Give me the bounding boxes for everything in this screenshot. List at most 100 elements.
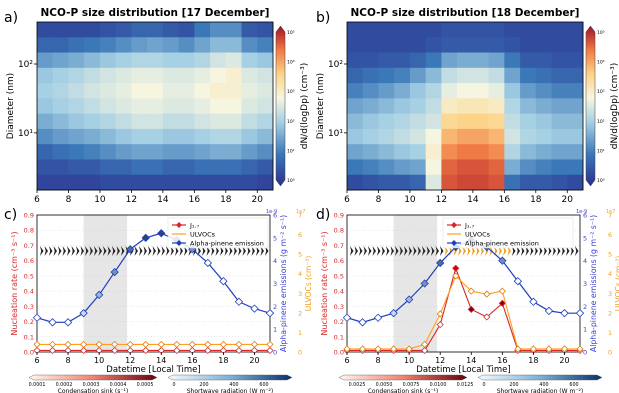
y3-tick-label: 0	[608, 349, 612, 357]
heatmap-cell	[457, 174, 474, 191]
condensation-colorbar	[338, 374, 468, 381]
plot-frame	[346, 21, 584, 191]
heatmap-cell	[225, 22, 242, 38]
radiation-label: Shortwave radiation (W m⁻²)	[187, 388, 273, 393]
heatmap-cell	[99, 174, 117, 191]
series-point	[142, 346, 150, 355]
wind-arrow	[435, 246, 439, 256]
panel-label: b)	[316, 10, 330, 26]
heatmap-cell	[362, 144, 379, 160]
heatmap-cell	[362, 159, 379, 176]
heatmap-cell	[37, 159, 54, 176]
heatmap-cell	[68, 174, 85, 191]
series-point	[80, 340, 88, 348]
heatmap-cell	[567, 52, 584, 69]
y3-tick-label: 6	[298, 231, 302, 239]
heatmap-cell	[362, 37, 379, 53]
heatmap-cell	[378, 52, 395, 69]
heatmap-cell	[131, 159, 148, 176]
heatmap-cell	[535, 98, 552, 115]
series-point	[203, 258, 213, 268]
y2-tick-label: 2	[583, 303, 587, 311]
heatmap-cell	[37, 128, 54, 145]
heatmap-cell	[551, 83, 568, 99]
heatmap-cell	[520, 144, 537, 160]
series-point	[266, 346, 274, 355]
series-point	[452, 264, 460, 272]
wind-arrow	[462, 246, 466, 256]
condensation-label: Condensation sink (s⁻¹)	[58, 388, 129, 393]
wind-arrow	[44, 246, 48, 256]
heatmap-cell	[425, 37, 442, 53]
heatmap-cell	[194, 128, 211, 145]
legend-entry: Alpha-pinene emission	[190, 240, 264, 248]
series-point	[204, 346, 212, 355]
shaded-interval	[393, 215, 438, 352]
heatmap-cell	[37, 52, 54, 69]
heatmap-cell	[409, 159, 427, 176]
heatmap-cell	[257, 113, 274, 130]
series-point	[111, 346, 119, 355]
y2-tick-label: 4	[273, 257, 277, 265]
y2-tick-label: 4	[583, 257, 587, 265]
wind-arrow	[386, 246, 390, 256]
y3-tick-label: 1	[608, 329, 612, 337]
heatmap-cell	[457, 98, 474, 115]
heatmap-cell	[504, 174, 521, 191]
heatmap-cell	[520, 159, 537, 176]
heatmap-cell	[210, 52, 227, 69]
series-point	[452, 272, 460, 280]
heatmap-cell	[504, 83, 521, 99]
wind-arrow	[94, 246, 98, 256]
heatmap-cell	[257, 98, 274, 115]
wind-arrow	[53, 246, 57, 256]
heatmap-cell	[68, 83, 85, 99]
heatmap-cell	[178, 37, 195, 53]
heatmap-cell	[257, 128, 274, 145]
heatmap-cell	[520, 174, 537, 191]
heatmap-cell	[210, 144, 227, 160]
heatmap-cell	[520, 128, 537, 145]
x-tick-label: 8	[66, 356, 71, 365]
series-point	[529, 297, 538, 306]
heatmap-panel-a: a) NCO-P size distribution [17 December] 6…	[4, 7, 310, 205]
wind-arrow	[40, 246, 44, 256]
series-point	[373, 313, 383, 322]
heatmap-cell	[115, 128, 132, 145]
radiation-colorbar	[167, 374, 293, 381]
heatmap-cell	[425, 113, 442, 130]
x-tick-label: 14	[467, 195, 479, 205]
heatmap-cell	[472, 113, 489, 130]
heatmap-cell	[131, 52, 148, 69]
heatmap-cell	[504, 159, 521, 176]
y2-tick-label: 0	[583, 349, 587, 357]
wind-arrow	[426, 246, 430, 256]
heatmap-cell	[488, 113, 505, 130]
heatmap-cell	[472, 67, 489, 84]
wind-arrow	[440, 246, 444, 256]
series-point	[266, 340, 274, 348]
heatmap-cell	[378, 128, 395, 145]
series-point	[79, 309, 88, 318]
wind-arrow	[98, 246, 102, 256]
wind-arrow	[85, 246, 89, 256]
heatmap-cell	[441, 37, 458, 53]
wind-arrow	[503, 246, 507, 256]
heatmap-cell	[441, 22, 458, 38]
heatmap-cell	[52, 159, 69, 176]
series-point	[498, 287, 506, 295]
series-point	[405, 345, 413, 353]
heatmap-cell	[488, 22, 505, 38]
series-point	[219, 340, 227, 348]
series-point	[560, 345, 569, 353]
heatmap-cell	[520, 52, 537, 69]
heatmap-cell	[68, 128, 85, 145]
heatmap-cell	[131, 98, 148, 115]
heatmap-cell	[347, 159, 364, 176]
y3-tick-label: 5	[298, 251, 302, 259]
wind-arrow	[566, 246, 570, 256]
y-tick-label: 0.7	[334, 242, 344, 250]
heatmap-cell	[37, 67, 54, 84]
heatmap-cell	[241, 144, 258, 160]
